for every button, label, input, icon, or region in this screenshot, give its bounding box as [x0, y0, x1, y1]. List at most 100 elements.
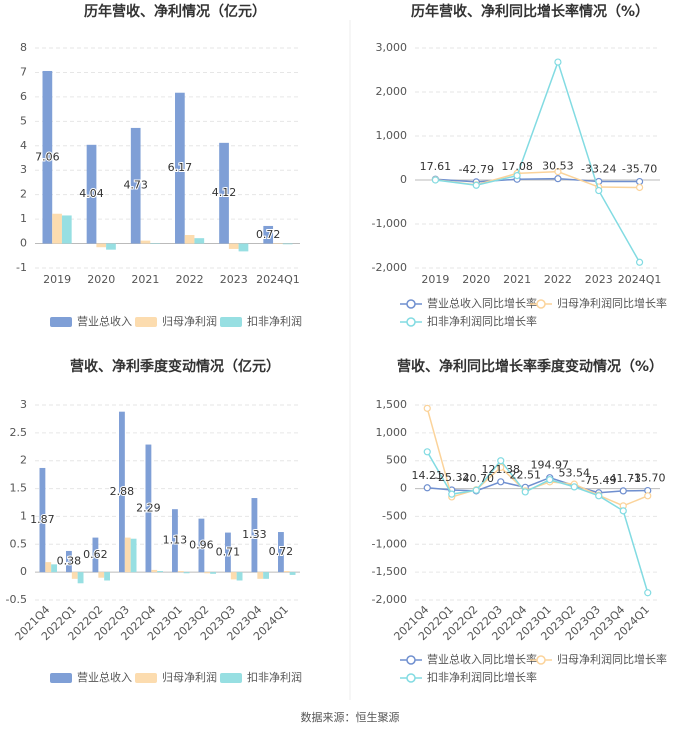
- data-label: -35.70: [622, 163, 657, 176]
- point: [619, 507, 627, 515]
- y-tick-label: 0: [400, 173, 407, 186]
- y-tick-label: 4: [20, 139, 27, 152]
- legend-swatch: [135, 317, 157, 327]
- bar: [39, 467, 46, 573]
- chart-title: 历年营收、净利情况（亿元）: [84, 3, 266, 20]
- bar: [194, 238, 205, 244]
- bar: [210, 572, 216, 574]
- bar: [251, 498, 258, 573]
- y-tick-label: 2: [20, 454, 27, 467]
- y-tick-label: 3: [20, 163, 27, 176]
- line: [435, 59, 641, 263]
- bar: [263, 225, 274, 244]
- legend-label: 归母净利润同比增长率: [557, 296, 667, 310]
- point: [644, 589, 652, 597]
- legend-label: 归母净利润: [162, 670, 217, 684]
- data-label: 6.17: [168, 161, 193, 174]
- legend-label: 归母净利润同比增长率: [557, 652, 667, 666]
- bar: [66, 550, 72, 573]
- bar: [289, 572, 296, 575]
- point: [635, 183, 644, 192]
- legend-swatch: [406, 673, 416, 683]
- bar: [157, 571, 163, 573]
- y-tick-label: 1,500: [376, 398, 408, 411]
- y-tick-label: -1: [16, 261, 27, 274]
- legend-label: 营业总收入同比增长率: [427, 296, 537, 310]
- data-label: 0.62: [83, 548, 108, 561]
- bar: [257, 572, 264, 579]
- bar: [282, 243, 293, 245]
- y-tick-label: 500: [386, 454, 407, 467]
- line: [426, 451, 649, 593]
- y-tick-label: 0: [20, 237, 27, 250]
- bar: [130, 127, 141, 244]
- point: [554, 168, 562, 176]
- point: [513, 172, 521, 180]
- legend-swatch: [406, 317, 416, 327]
- data-label: 1.87: [30, 513, 55, 526]
- point: [619, 487, 627, 495]
- x-tick-label: 2019: [43, 273, 71, 286]
- legend-label: 扣非净利润同比增长率: [427, 314, 537, 328]
- source-note: 数据来源：恒生聚源: [301, 710, 400, 724]
- data-label: -33.24: [581, 162, 616, 175]
- point: [497, 463, 505, 471]
- y-tick-label: 0: [20, 565, 27, 578]
- legend-swatch: [406, 655, 416, 665]
- bar: [177, 571, 184, 573]
- data-label: 7.06: [35, 150, 60, 163]
- y-tick-label: 2: [20, 188, 27, 201]
- legend-swatch: [50, 317, 72, 327]
- y-tick-label: 1: [20, 212, 27, 225]
- legend-label: 归母净利润: [162, 314, 217, 328]
- bar: [225, 532, 231, 573]
- x-tick-label: 2020: [462, 273, 490, 286]
- point: [423, 404, 431, 412]
- bar: [140, 240, 151, 244]
- data-label: 4.04: [79, 187, 104, 200]
- y-tick-label: 7: [20, 65, 27, 78]
- bar: [238, 243, 249, 252]
- x-tick-label: 2022: [544, 273, 572, 286]
- data-label: 4.12: [212, 186, 237, 199]
- line: [427, 476, 648, 494]
- legend-swatch: [50, 673, 72, 683]
- y-tick-label: -2,000: [372, 593, 407, 606]
- data-label: 194.97: [531, 459, 570, 472]
- bar: [283, 571, 290, 573]
- point: [472, 486, 480, 494]
- point: [554, 175, 562, 183]
- point: [431, 176, 440, 184]
- data-label: 14.21: [412, 469, 444, 482]
- y-tick-label: -500: [382, 509, 407, 522]
- point: [497, 457, 505, 465]
- point: [554, 58, 562, 66]
- bar: [51, 564, 57, 573]
- x-tick-label: 2019: [421, 273, 449, 286]
- data-label: 4.73: [123, 179, 148, 192]
- data-label: 0.71: [216, 545, 241, 558]
- bar: [52, 213, 62, 244]
- bar: [119, 411, 125, 573]
- point: [570, 483, 578, 491]
- data-label: -41.71: [606, 472, 641, 485]
- x-tick-label: 2021: [131, 273, 159, 286]
- data-label: -25.32: [434, 471, 469, 484]
- point: [497, 478, 505, 486]
- bar: [96, 243, 107, 248]
- x-tick-label: 2023: [585, 273, 613, 286]
- line: [435, 177, 640, 183]
- data-label: 0.72: [256, 228, 281, 241]
- data-label: 22.51: [510, 468, 542, 481]
- y-tick-label: 3: [20, 398, 27, 411]
- bar: [124, 537, 131, 573]
- bar: [151, 569, 158, 573]
- bar: [198, 518, 205, 573]
- y-tick-label: 8: [20, 41, 27, 54]
- data-label: 17.61: [420, 160, 452, 173]
- bar: [104, 572, 110, 581]
- y-tick-label: 3,000: [376, 41, 408, 54]
- bar: [172, 509, 178, 573]
- bar: [278, 532, 284, 573]
- point: [521, 488, 529, 496]
